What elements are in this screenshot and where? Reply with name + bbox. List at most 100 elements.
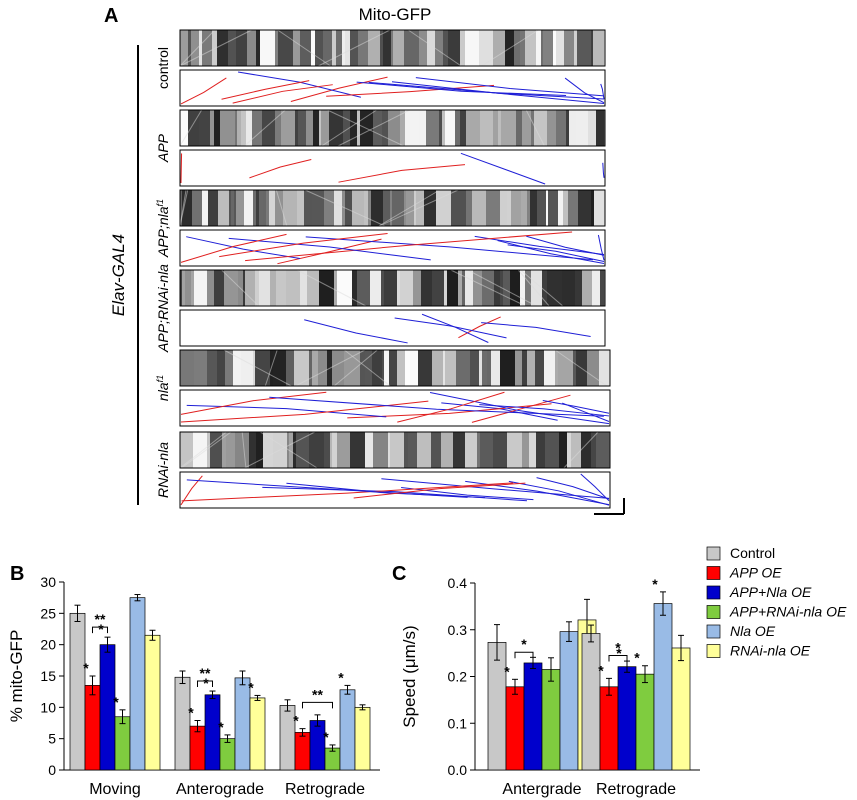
bar	[523, 662, 543, 771]
error-bar	[74, 604, 81, 622]
panel-a: A Mito-GFP Elav-GAL4 control APP APP;nlaf1…	[104, 5, 625, 515]
significance-marker: *	[323, 729, 329, 745]
panel-a-title: Mito-GFP	[359, 5, 432, 24]
legend-label: Control	[730, 545, 775, 561]
bar	[249, 697, 266, 771]
trace-box	[179, 471, 611, 509]
error-bar	[299, 728, 306, 737]
bar	[653, 603, 673, 771]
genotype-row: APP;RNAi-nla	[155, 264, 606, 353]
error-bar	[512, 678, 518, 695]
significance-marker: *	[113, 694, 119, 710]
panel-c: C 0.0 0.1 0.2 0.3 0.4 Speed (μm/s) Antergrade Re…	[392, 563, 700, 798]
bar	[189, 725, 206, 771]
y-tick-label: 15	[40, 668, 56, 684]
bar	[617, 666, 637, 771]
error-bar	[588, 624, 594, 643]
y-tick-label: 0	[48, 762, 56, 778]
bar	[294, 732, 311, 771]
genotype-row: control	[155, 29, 606, 107]
bar	[505, 686, 525, 771]
bar	[671, 647, 691, 771]
y-tick-label: 5	[48, 731, 56, 747]
significance-marker: *	[598, 662, 604, 678]
significance-marker: *	[293, 713, 299, 729]
driver-label: Elav-GAL4	[109, 234, 128, 316]
scale-bar	[594, 498, 625, 515]
significance-bracket: *	[608, 639, 628, 662]
legend-item: Nla OE	[706, 623, 776, 639]
error-bar	[149, 629, 156, 641]
panel-letter: B	[10, 563, 24, 585]
bar	[84, 685, 101, 771]
error-bar	[104, 636, 111, 653]
legend-label: RNAi-nla OE	[730, 643, 811, 659]
legend-label: APP+Nla OE	[729, 584, 812, 600]
trace-box	[179, 229, 606, 267]
significance-marker: *	[83, 660, 89, 676]
error-bar	[284, 699, 291, 712]
legend-swatch	[706, 585, 721, 600]
trace-box	[179, 389, 611, 427]
y-tick-label: 0.2	[448, 669, 468, 685]
bar	[487, 642, 507, 771]
error-bar	[119, 709, 126, 725]
panel-letter: C	[392, 563, 406, 585]
bar	[339, 689, 356, 771]
y-tick-label: 25	[40, 605, 56, 621]
trace-box	[179, 149, 606, 187]
significance-marker: *	[634, 650, 640, 666]
error-bar	[642, 665, 648, 684]
bracket-label: **	[312, 686, 323, 702]
bar	[114, 716, 131, 771]
panel-b: B 0 5 10 15 20 25 30 % mito-GFP Moving Anterograde…	[7, 563, 380, 798]
genotype-label: control	[155, 47, 171, 89]
genotype-label: RNAi-nla	[155, 442, 171, 498]
bracket-label: **	[200, 665, 211, 681]
y-tick-label: 30	[40, 574, 56, 590]
kymograph-image	[179, 431, 611, 469]
error-bar	[344, 684, 351, 695]
y-tick-label: 0.0	[448, 762, 468, 778]
legend-label: APP OE	[729, 565, 782, 581]
significance-marker: *	[203, 675, 209, 691]
y-tick-label: 0.4	[448, 575, 468, 591]
legend-item: APP OE	[706, 565, 782, 581]
trace-box	[179, 309, 606, 347]
error-bar	[89, 675, 96, 696]
error-bar	[606, 677, 612, 696]
legend-swatch	[706, 644, 721, 658]
y-axis-label: % mito-GFP	[7, 630, 26, 723]
error-bar	[314, 714, 321, 727]
kymograph-rows: control APP APP;nlaf1 APP;RNAi-nla nlaf1 RNAi…	[155, 29, 611, 509]
error-bar	[329, 744, 336, 752]
category-label: Anterograde	[176, 781, 264, 798]
significance-marker: *	[504, 663, 510, 679]
bar	[144, 634, 161, 771]
y-axis-label: Speed (μm/s)	[400, 625, 419, 727]
error-bar	[494, 624, 500, 661]
trace-box	[179, 69, 606, 107]
error-bar	[194, 719, 201, 733]
kymograph-image	[179, 269, 606, 307]
bar	[635, 673, 655, 771]
panel-a-letter: A	[104, 5, 118, 27]
y-tick-label: 0.1	[448, 715, 468, 731]
bar	[129, 597, 146, 771]
significance-bracket: **	[92, 611, 108, 634]
bracket-label: **	[95, 611, 106, 627]
legend-label: Nla OE	[730, 623, 776, 639]
legend-label: APP+RNAi-nla OE	[729, 604, 847, 620]
category-label: Antergrade	[502, 781, 581, 798]
legend-item: RNAi-nla OE	[706, 643, 811, 659]
category-label: Retrograde	[285, 781, 365, 798]
error-bar	[548, 657, 554, 682]
significance-marker: *	[338, 669, 344, 685]
error-bar	[359, 704, 366, 711]
kymograph-image	[179, 109, 606, 147]
bar	[541, 669, 561, 771]
significance-marker: *	[616, 645, 622, 661]
y-tick-label: 20	[40, 637, 56, 653]
error-bar	[224, 734, 231, 743]
